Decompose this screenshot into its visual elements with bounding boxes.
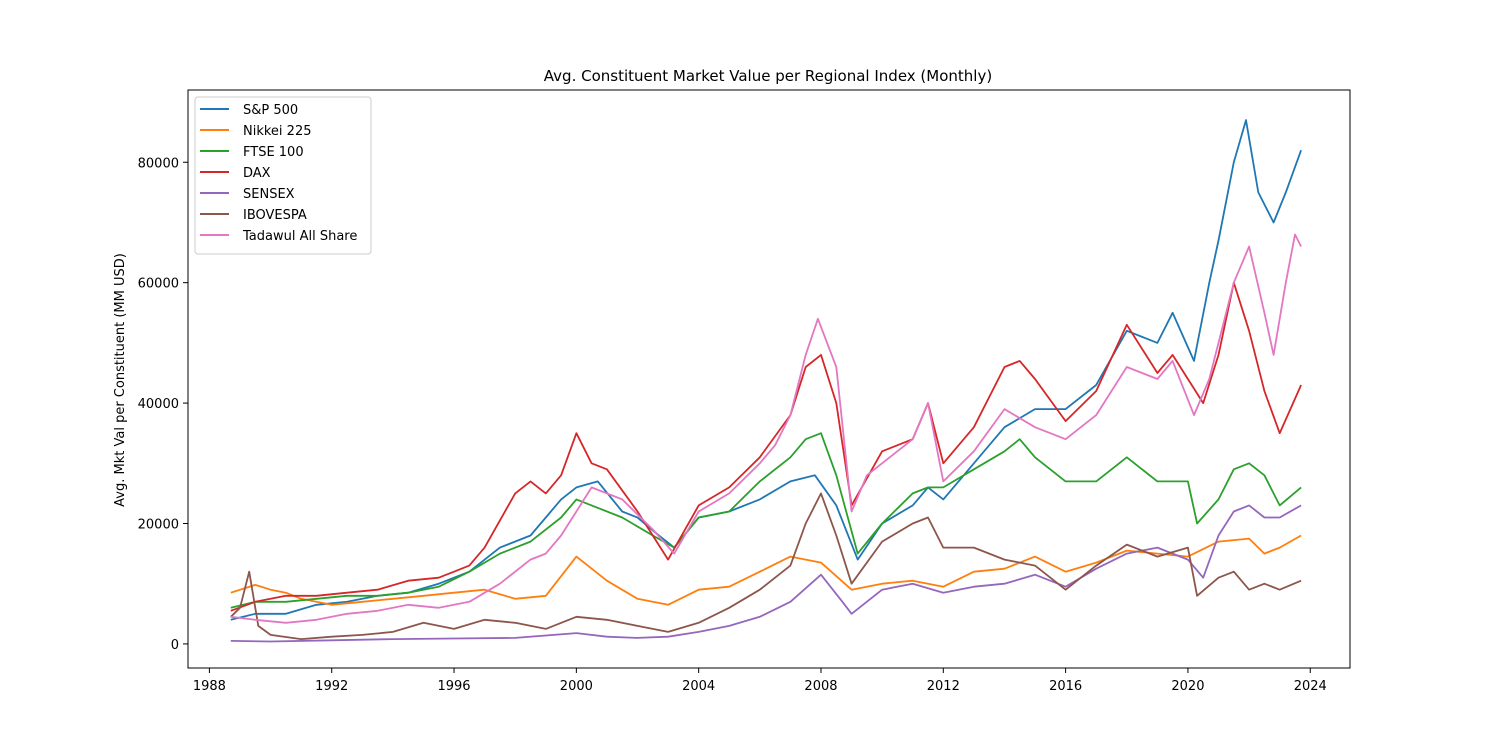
legend: S&P 500 Nikkei 225 FTSE 100 DAX SENSEX IBOVES…	[194, 96, 372, 255]
x-tick-label: 1996	[437, 679, 470, 694]
series-line-2	[230, 432, 1302, 609]
legend-label: Nikkei 225	[243, 124, 312, 139]
series-line-0	[230, 119, 1302, 621]
plot-lines	[230, 119, 1302, 643]
y-tick-label: 60000	[138, 277, 179, 292]
x-tick-label: 2020	[1171, 679, 1204, 694]
x-tick-label: 2008	[804, 679, 837, 694]
legend-label: DAX	[243, 166, 271, 181]
x-tick-label: 2000	[560, 679, 593, 694]
series-line-6	[230, 233, 1302, 624]
legend-box	[194, 96, 372, 255]
series-line-5	[230, 492, 1302, 640]
plot-frame	[187, 89, 1351, 669]
legend-label: IBOVESPA	[243, 208, 307, 223]
legend-label: S&P 500	[243, 103, 298, 118]
legend-label: Tadawul All Share	[242, 229, 357, 244]
legend-label: SENSEX	[243, 187, 295, 202]
x-axis: 1988 1992 1996 2000 2004 2008 2012 2016 2020 2024	[193, 668, 1327, 694]
y-axis: 0 20000 40000 60000 80000	[138, 156, 188, 653]
x-tick-label: 1992	[315, 679, 348, 694]
chart-title: Avg. Constituent Market Value per Region…	[544, 67, 992, 85]
x-tick-label: 2004	[682, 679, 715, 694]
y-axis-label: Avg. Mkt Val per Constituent (MM USD)	[113, 253, 128, 507]
series-line-4	[230, 504, 1302, 643]
legend-label: FTSE 100	[243, 145, 304, 160]
y-tick-label: 80000	[138, 156, 179, 171]
y-tick-label: 0	[171, 638, 179, 653]
y-tick-label: 20000	[138, 518, 179, 533]
x-tick-label: 2012	[927, 679, 960, 694]
series-line-3	[230, 281, 1302, 612]
x-tick-label: 2016	[1049, 679, 1082, 694]
x-tick-label: 1988	[193, 679, 226, 694]
y-tick-label: 40000	[138, 397, 179, 412]
x-tick-label: 2024	[1294, 679, 1327, 694]
